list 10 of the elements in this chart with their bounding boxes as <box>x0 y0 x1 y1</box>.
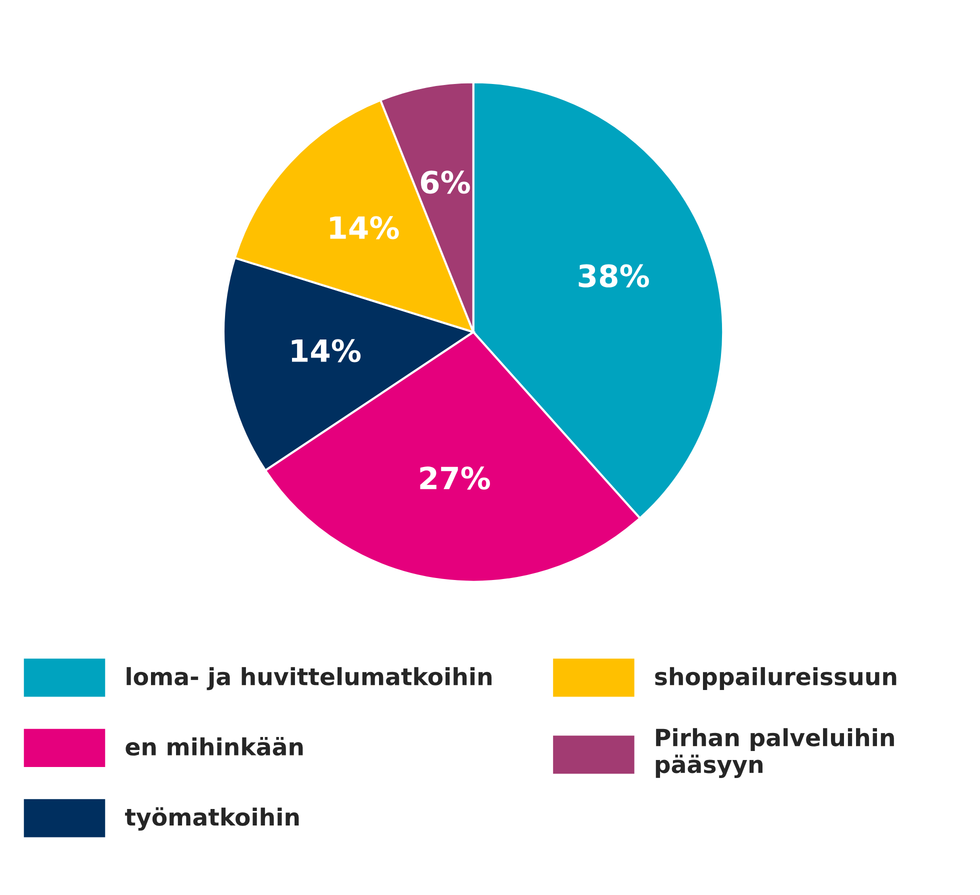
legend-label: shoppailureissuun <box>655 667 896 690</box>
legend-label: en mihinkään <box>126 737 303 756</box>
data-label: 38% <box>578 264 649 288</box>
legend-label: työmatkoihin <box>125 807 299 831</box>
data-label: 14% <box>292 339 361 362</box>
data-label: 6% <box>420 170 470 194</box>
legend-label: loma- ja huvittelumatkoihin <box>126 667 492 690</box>
data-label: 14% <box>330 216 399 240</box>
data-label: 27% <box>420 466 490 490</box>
legend-label: Pirhan palveluihin pääsyyn <box>656 728 894 778</box>
